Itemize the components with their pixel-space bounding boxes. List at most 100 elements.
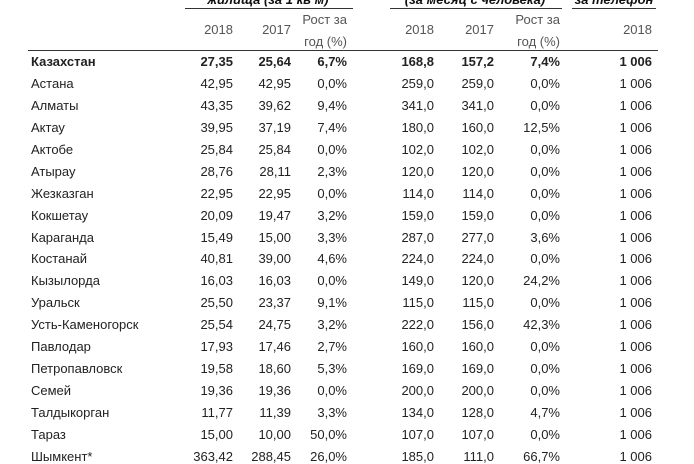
cell-value: 259,0	[401, 75, 434, 91]
column-header: 2017	[262, 22, 291, 37]
row-label: Тараз	[31, 426, 66, 442]
cell-value: 9,4%	[317, 97, 347, 113]
cell-value: 0,0%	[317, 273, 347, 289]
cell-value: 22,95	[200, 185, 233, 201]
cell-value: 11,77	[201, 405, 233, 421]
group-rule	[572, 8, 656, 9]
cell-value: 0,0%	[530, 185, 560, 201]
cell-value: 9,1%	[317, 295, 347, 311]
cell-value: 111,0	[463, 448, 494, 464]
cell-value: 25,84	[200, 141, 233, 157]
cell-value: 12,5%	[523, 119, 560, 135]
cell-value: 157,2	[461, 54, 494, 69]
cell-value: 25,50	[200, 295, 233, 311]
cell-value: 120,0	[461, 273, 494, 289]
cell-value: 2,7%	[317, 339, 347, 355]
cell-value: 1 006	[619, 426, 652, 442]
cell-value: 160,0	[401, 339, 434, 355]
cell-value: 20,09	[200, 207, 233, 223]
cell-value: 1 006	[619, 229, 652, 245]
cell-value: 1 006	[619, 141, 652, 157]
cell-value: 224,0	[401, 251, 434, 267]
row-label: Алматы	[31, 97, 79, 113]
cell-value: 4,7%	[530, 405, 560, 421]
cell-value: 42,95	[258, 75, 291, 91]
cell-value: 115,0	[462, 295, 494, 311]
cell-value: 23,37	[258, 295, 291, 311]
cell-value: 28,76	[200, 163, 233, 179]
cell-value: 200,0	[401, 383, 434, 399]
column-header: 2017	[465, 22, 494, 37]
row-label: Казахстан	[31, 54, 96, 69]
cell-value: 222,0	[401, 317, 434, 333]
cell-value: 0,0%	[530, 426, 560, 442]
group-header: жилища (за 1 кв м)	[168, 0, 368, 8]
cell-value: 0,0%	[530, 339, 560, 355]
cell-value: 128,0	[461, 405, 494, 421]
cell-value: 102,0	[461, 141, 494, 157]
cell-value: 25,64	[258, 54, 291, 69]
cell-value: 287,0	[401, 229, 434, 245]
cell-value: 3,3%	[317, 229, 347, 245]
cell-value: 27,35	[200, 54, 233, 69]
cell-value: 40,81	[200, 251, 233, 267]
cell-value: 1 006	[619, 317, 652, 333]
row-label: Кызылорда	[31, 273, 100, 289]
cell-value: 10,00	[258, 426, 291, 442]
cell-value: 159,0	[461, 207, 494, 223]
cell-value: 0,0%	[317, 141, 347, 157]
cell-value: 19,47	[258, 207, 291, 223]
cell-value: 25,54	[200, 317, 233, 333]
row-label: Актау	[31, 119, 65, 135]
cell-value: 159,0	[401, 207, 434, 223]
cell-value: 39,00	[258, 251, 291, 267]
row-label: Шымкент*	[31, 448, 93, 464]
cell-value: 1 006	[619, 54, 652, 69]
cell-value: 25,84	[258, 141, 291, 157]
cell-value: 66,7%	[523, 448, 560, 464]
cell-value: 24,2%	[523, 273, 560, 289]
cell-value: 0,0%	[530, 141, 560, 157]
cell-value: 259,0	[461, 75, 494, 91]
cell-value: 1 006	[619, 295, 652, 311]
row-label: Атырау	[31, 163, 76, 179]
cell-value: 0,0%	[530, 97, 560, 113]
column-header: 2018	[204, 22, 233, 37]
cell-value: 3,2%	[317, 207, 347, 223]
row-label: Усть-Каменогорск	[31, 317, 139, 333]
group-rule	[390, 8, 562, 9]
cell-value: 5,3%	[317, 361, 347, 377]
cell-value: 0,0%	[317, 75, 347, 91]
cell-value: 277,0	[461, 229, 494, 245]
cell-value: 3,6%	[530, 229, 560, 245]
cell-value: 18,60	[258, 361, 291, 377]
cell-value: 19,58	[200, 361, 233, 377]
column-header: 2018	[623, 22, 652, 37]
column-header: Рост за год (%)	[515, 12, 560, 49]
cell-value: 1 006	[619, 448, 652, 464]
cell-value: 1 006	[619, 273, 652, 289]
cell-value: 17,93	[200, 339, 233, 355]
cell-value: 0,0%	[530, 163, 560, 179]
cell-value: 6,7%	[317, 54, 347, 69]
row-label: Костанай	[31, 251, 88, 267]
cell-value: 160,0	[461, 339, 494, 355]
cell-value: 107,0	[401, 426, 434, 442]
cell-value: 200,0	[461, 383, 494, 399]
header-rule	[28, 50, 658, 51]
cell-value: 37,19	[258, 119, 291, 135]
cell-value: 42,95	[200, 75, 233, 91]
cell-value: 288,45	[251, 448, 291, 464]
cell-value: 120,0	[461, 163, 494, 179]
cell-value: 0,0%	[317, 383, 347, 399]
cell-value: 169,0	[401, 361, 434, 377]
cell-value: 26,0%	[310, 448, 347, 464]
cell-value: 168,8	[401, 54, 434, 69]
cell-value: 1 006	[619, 185, 652, 201]
cell-value: 43,35	[200, 97, 233, 113]
cell-value: 180,0	[401, 119, 434, 135]
row-label: Астана	[31, 75, 74, 91]
cell-value: 149,0	[401, 273, 434, 289]
cell-value: 115,0	[402, 295, 434, 311]
